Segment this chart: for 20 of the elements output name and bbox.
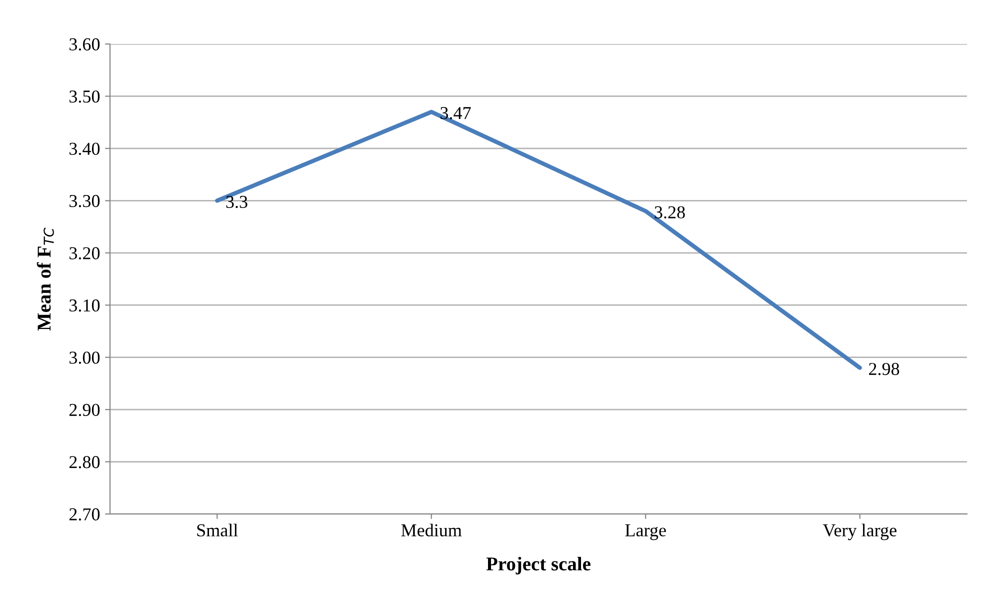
x-tick-label: Medium [401,524,462,536]
y-axis-title: Mean of F$_{TC}$ [36,228,54,331]
data-label: 2.98 [869,362,900,376]
data-label: 3.28 [654,206,685,218]
y-tick-label: 2.90 [69,404,100,416]
x-tick-label: Very large [822,524,896,540]
y-tick-label: 3.00 [70,352,100,364]
x-axis-title: Project scale [486,556,590,574]
y-tick-label: 3.50 [70,90,100,103]
y-tick-label: 3.20 [70,247,100,260]
data-label: 3.47 [440,107,471,120]
x-tick-label: Large [625,524,666,540]
y-tick-label: 2.70 [69,508,100,521]
y-tick-label: 3.30 [70,194,100,208]
y-tick-label: 3.60 [70,38,100,51]
y-tick-label: 3.10 [70,299,100,312]
data-label: 3.3 [226,196,248,208]
x-tick-label: Small [197,524,238,536]
y-tick-label: 2.80 [69,456,100,468]
y-tick-label: 3.40 [70,142,100,155]
